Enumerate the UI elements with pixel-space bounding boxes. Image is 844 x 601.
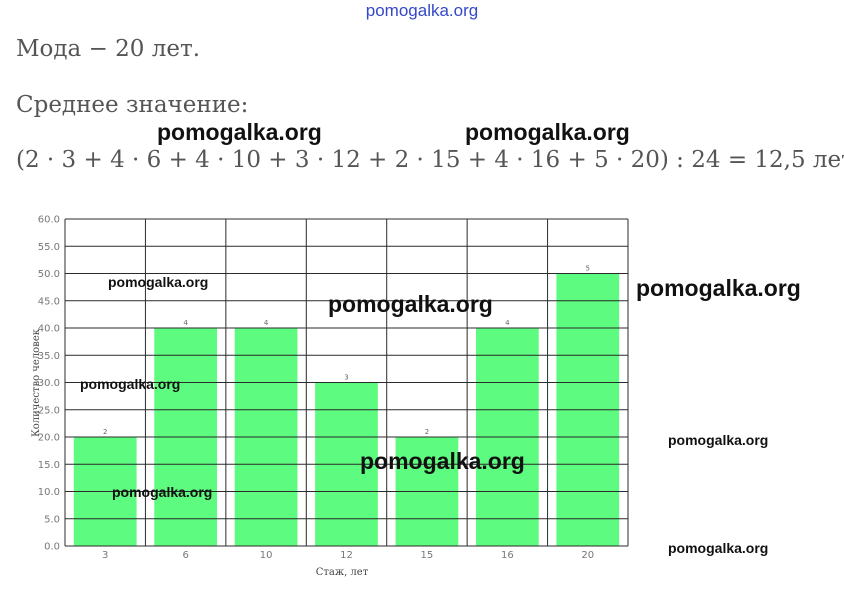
watermark: pomogalka.org	[360, 448, 525, 474]
data-label-16: 4	[505, 319, 510, 327]
data-label-15: 2	[425, 428, 429, 436]
watermark: pomogalka.org	[465, 119, 630, 145]
x-tick-label-6: 6	[182, 550, 188, 561]
watermark: pomogalka.org	[157, 119, 322, 145]
mode-text: Мода − 20 лет.	[16, 36, 200, 62]
watermark: pomogalka.org	[328, 291, 493, 317]
y-tick-label: 60.0	[38, 215, 60, 226]
site-header-link[interactable]: pomogalka.org	[365, 1, 479, 20]
y-tick-label: 25.0	[38, 405, 60, 416]
x-tick-label-10: 10	[260, 550, 273, 561]
data-label-20: 5	[586, 265, 590, 273]
labels-layer: 24 432450.05.010.015.020.025.030.035.040.…	[38, 215, 594, 562]
mean-formula: (2 · 3 + 4 · 6 + 4 · 10 + 3 · 12 + 2 · 1…	[16, 147, 844, 173]
data-label-10: 4	[264, 319, 269, 327]
watermark: pomogalka.org	[80, 376, 181, 392]
mean-label: Среднее значение:	[16, 92, 249, 118]
x-tick-label-12: 12	[340, 550, 353, 561]
watermark: pomogalka.org	[112, 484, 213, 500]
y-tick-label: 0.0	[44, 542, 60, 553]
y-tick-label: 55.0	[38, 242, 60, 253]
y-tick-label: 35.0	[38, 351, 60, 362]
y-tick-label: 40.0	[38, 324, 60, 335]
y-tick-label: 10.0	[38, 487, 60, 498]
x-tick-label-3: 3	[102, 550, 108, 561]
y-tick-label: 50.0	[38, 269, 60, 280]
y-tick-label: 5.0	[44, 514, 60, 525]
data-label-3: 2	[103, 428, 107, 436]
y-tick-label: 15.0	[38, 460, 60, 471]
y-axis-title: Количество человек	[31, 328, 42, 437]
watermark: pomogalka.org	[668, 540, 769, 556]
grid-layer	[64, 218, 629, 547]
y-tick-label: 20.0	[38, 433, 60, 444]
watermark: pomogalka.org	[108, 274, 209, 290]
x-tick-label-20: 20	[581, 550, 594, 561]
x-axis-title: Стаж, лет	[316, 567, 369, 578]
y-tick-label: 30.0	[38, 378, 60, 389]
data-label-12: 3	[344, 374, 348, 382]
x-tick-label-15: 15	[421, 550, 434, 561]
watermark: pomogalka.org	[636, 275, 801, 301]
y-tick-label: 45.0	[38, 296, 60, 307]
data-label-6: 4	[183, 319, 188, 327]
watermark: pomogalka.org	[668, 432, 769, 448]
x-tick-label-16: 16	[501, 550, 514, 561]
